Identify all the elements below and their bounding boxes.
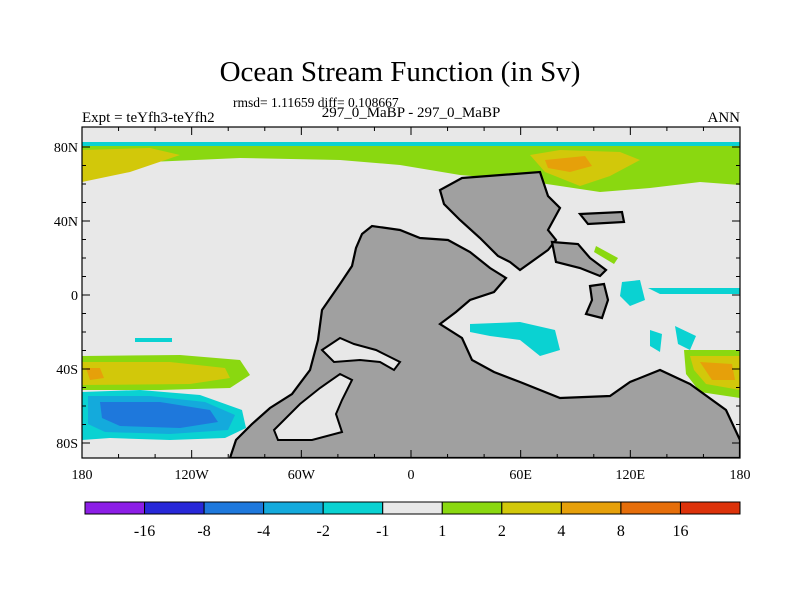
lat-tick-label: 0 [71,289,78,304]
contour-north-band-pos2 [82,148,180,182]
colorbar-label: -2 [317,523,330,540]
colorbar-swatch [84,501,146,515]
map-title: Ocean Stream Function (in Sv) [219,56,581,88]
colorbar-swatch [679,501,741,515]
colorbar-swatch [382,501,443,515]
contour-eq-neg-strip [135,338,172,342]
contour-eq-neg-west [470,322,560,356]
colorbar-label: -16 [134,523,155,540]
contour-eq-neg-east [648,288,740,294]
stats-label: rmsd= 1.11659 diff= 0.108667 [233,95,399,110]
contour-north-band-neg [82,142,740,146]
lon-tick-label: 180 [72,468,93,483]
contour-eq-neg-islands [650,326,696,352]
lon-tick-label: 180 [730,468,751,483]
contour-sw-pacific-pos4 [700,362,735,380]
colorbar-swatch [203,501,265,515]
lon-tick-label: 120W [175,468,210,483]
colorbar-swatch [501,501,562,515]
colorbar-label: 2 [498,523,506,540]
colorbar-swatch [441,501,503,515]
contour-eq-neg-patch [620,280,645,306]
colorbar-swatch [560,501,622,515]
colorbar-label: 16 [672,523,688,540]
lat-tick-label: 80S [56,437,78,452]
colorbar-label: -1 [376,523,389,540]
inland-sea-west [320,336,402,372]
contour-south-band-pos4 [86,368,104,380]
land-north-continent [438,170,562,272]
inland-sea-south [272,372,354,441]
land-pangaea [228,224,740,458]
lat-tick-label: 80N [54,141,78,156]
land-east-block [577,210,626,226]
contour-south-pacific-neg4 [100,402,218,428]
land-masses [228,170,740,458]
colorbar-swatch [144,501,205,515]
inland-seas [272,336,402,441]
colorbar-label: 8 [617,523,625,540]
contour-eq-pos-strip [594,246,618,264]
lat-tick-label: 40S [56,363,78,378]
colorbar-label: 1 [438,523,446,540]
map-area [82,127,740,458]
lon-tick-label: 60E [509,468,532,483]
latitude-axis: 80N 40N 0 40S 80S [54,141,740,452]
lon-tick-label: 60W [288,468,316,483]
lon-tick-label: 120E [616,468,646,483]
colorbar-label: 4 [557,523,565,540]
colorbar-swatch [620,501,681,515]
season-label: ANN [707,110,741,126]
case-label: 297_0_MaBP - 297_0_MaBP [321,105,501,121]
contour-south-band-pos2 [82,362,230,385]
lat-tick-label: 40N [54,215,78,230]
colorbar-swatch [263,501,324,515]
colorbar: -16 -8 -4 -2 -1 1 2 4 8 16 [84,501,741,540]
longitude-axis: 180 120W 60W 0 60E 120E 180 [72,127,751,483]
experiment-label: Expt = teYfh3-teYfh2 [82,110,215,126]
lon-tick-label: 0 [408,468,415,483]
colorbar-label: -4 [257,523,270,540]
land-island [584,282,610,320]
colorbar-label: -8 [197,523,210,540]
land-east-peninsula [550,240,608,278]
contour-north-band-pos4 [545,156,592,172]
colorbar-swatch [322,501,384,515]
